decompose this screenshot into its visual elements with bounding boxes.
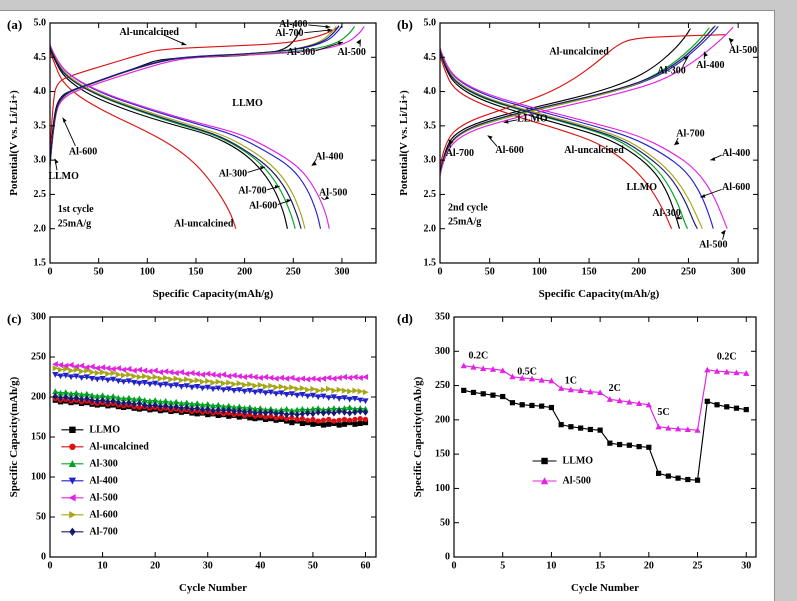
window-chrome-top: [0, 0, 797, 10]
chart-panel-d-rate: [394, 307, 772, 599]
figure-area: [0, 10, 775, 601]
chart-panel-c-cycling: [4, 307, 392, 599]
chart-panel-b-second-cycle: [394, 13, 772, 305]
chart-panel-a-first-cycle: [4, 13, 392, 305]
window-chrome-right: [775, 0, 797, 601]
